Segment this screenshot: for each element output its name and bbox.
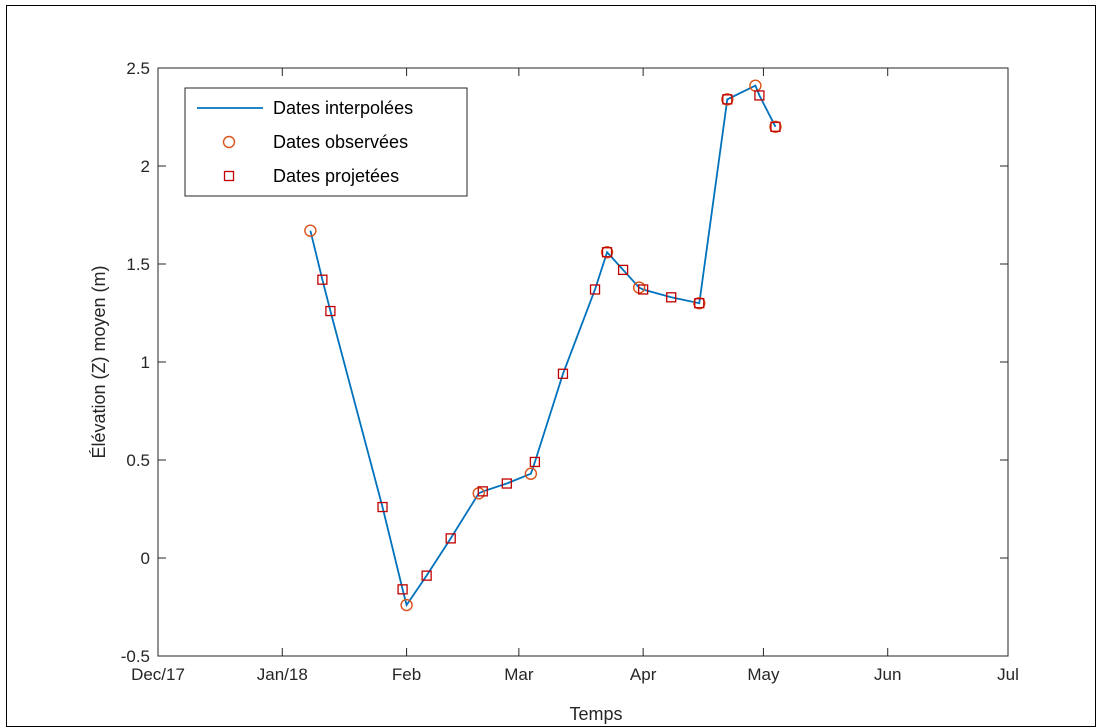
y-tick-label: 2: [141, 157, 150, 176]
y-tick-label: 1: [141, 353, 150, 372]
x-tick-label: Dec/17: [131, 665, 185, 684]
plot-data: [304, 79, 782, 612]
x-tick-label: Feb: [392, 665, 421, 684]
point-projected: [754, 90, 765, 101]
legend-entry-label: Dates projetées: [273, 166, 399, 186]
point-projected: [445, 533, 456, 544]
point-observed: [769, 120, 782, 134]
point-projected: [397, 584, 408, 595]
point-observed: [721, 93, 734, 106]
x-tick-label: Jul: [997, 665, 1019, 684]
point-projected: [617, 264, 629, 276]
point-projected: [557, 368, 569, 379]
point-observed: [693, 297, 706, 310]
line-chart: Dec/17 Jan/18 Feb Mar Apr May Jun Jul -0.5 0 0.5 1 1…: [89, 59, 1019, 724]
point-projected: [477, 486, 488, 497]
point-projected: [722, 94, 733, 105]
point-projected: [317, 274, 328, 285]
point-projected: [770, 121, 781, 132]
x-tick-label: May: [747, 665, 780, 684]
legend-entry-label: Dates interpolées: [273, 98, 413, 118]
point-projected: [666, 292, 677, 303]
y-tick-label: 0.5: [126, 451, 150, 470]
point-projected: [694, 298, 705, 309]
point-projected: [501, 478, 512, 489]
figure-frame: Dec/17 Jan/18 Feb Mar Apr May Jun Jul -0.5 0 0.5 1 1…: [6, 5, 1096, 727]
point-projected: [589, 284, 601, 295]
point-projected: [377, 501, 388, 513]
point-observed: [400, 598, 413, 612]
legend-entry-label: Dates observées: [273, 132, 408, 152]
point-projected: [529, 456, 541, 468]
y-tick-label: 0: [141, 549, 150, 568]
legend: Dates interpolées Dates observées Dates pr…: [184, 87, 468, 197]
legend-square-symbol: [223, 170, 235, 182]
legend-box: [184, 87, 468, 197]
series-line-interpolated: [309, 84, 777, 608]
y-tick-label: 1.5: [126, 255, 150, 274]
legend-circle-symbol: [222, 135, 236, 149]
y-tick-label: -0.5: [121, 647, 150, 666]
point-observed: [304, 224, 317, 237]
y-axis-label: Élévation (Z) moyen (m): [89, 265, 109, 458]
x-tick-label: Apr: [630, 665, 657, 684]
x-axis-label: Temps: [569, 704, 622, 724]
point-projected: [637, 284, 649, 295]
x-tick-label: Jun: [874, 665, 901, 684]
point-projected: [421, 570, 432, 581]
y-tick-label: 2.5: [126, 59, 150, 78]
point-observed: [524, 467, 538, 480]
point-projected: [325, 305, 336, 317]
x-tick-label: Jan/18: [257, 665, 308, 684]
point-observed: [600, 246, 614, 259]
x-tick-label: Mar: [504, 665, 534, 684]
point-projected: [601, 247, 613, 258]
